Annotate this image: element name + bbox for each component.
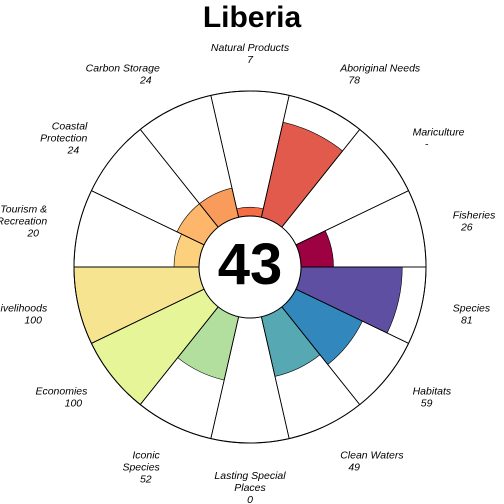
petal-label: Fisheries 26	[453, 210, 496, 234]
outline-layer	[73, 90, 427, 444]
center-score: 43	[218, 232, 283, 297]
petal-label: Mariculture -	[413, 126, 465, 150]
petal-label: Clean Waters 49	[340, 449, 404, 473]
petal-label: Aboriginal Needs 78	[339, 63, 421, 87]
petal-label: Species 81	[453, 302, 491, 326]
label-layer: Natural Products 7 Aboriginal Needs 78 Maric…	[0, 42, 496, 504]
petal-aboriginal-needs	[260, 121, 344, 228]
petal-label: Habitats 59	[413, 386, 452, 410]
petal-label: Carbon Storage 24	[86, 63, 160, 87]
center-hole	[198, 215, 302, 319]
outer-ring	[73, 90, 427, 444]
petal-label: Iconic Species 52	[122, 449, 160, 485]
chart-title: Liberia	[203, 1, 302, 34]
petal-label: Livelihoods100	[0, 302, 48, 326]
petal-label: Lasting Special Places 0	[214, 470, 286, 504]
petal-label: Tourism & Recreation 20	[0, 204, 47, 240]
petal-label: Economies 100	[35, 386, 88, 410]
petal-label: Coastal Protection 24	[40, 120, 88, 156]
petal-label: Natural Products 7	[211, 42, 290, 66]
